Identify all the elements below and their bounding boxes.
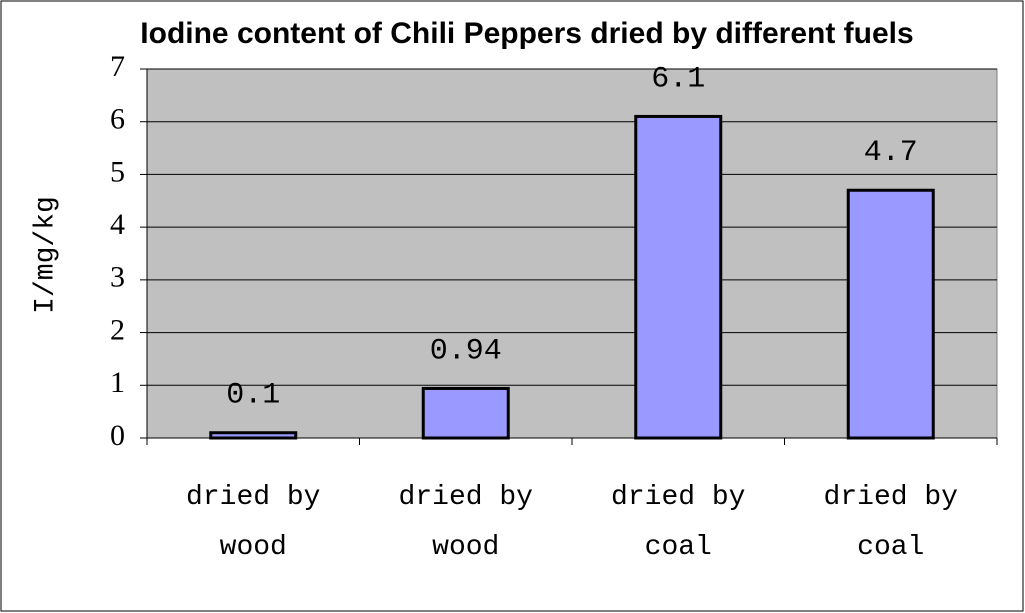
bar: [209, 431, 298, 440]
x-tick-label: dried by coal: [611, 482, 746, 563]
y-tick-label: 4: [110, 208, 125, 241]
chart-title: Iodine content of Chili Peppers dried by…: [140, 17, 913, 50]
data-label: 0.94: [430, 334, 502, 368]
x-tick-label: dried by wood: [398, 482, 533, 563]
y-tick-label: 7: [110, 50, 125, 83]
x-tick-label: dried by wood: [186, 482, 321, 563]
y-tick-label: 0: [110, 419, 125, 452]
bar: [634, 114, 723, 440]
y-tick-label: 5: [110, 155, 125, 188]
y-tick-label: 1: [110, 366, 125, 399]
x-tick-label: dried by coal: [823, 482, 958, 563]
data-label: 4.7: [864, 136, 918, 170]
y-tick-label: 2: [110, 313, 125, 346]
y-axis-label: I/mg/kg: [30, 196, 61, 314]
y-tick-label: 6: [110, 103, 125, 136]
y-tick-label: 3: [110, 261, 125, 294]
data-label: 0.1: [226, 379, 280, 413]
bar: [846, 188, 935, 440]
bar: [421, 386, 510, 440]
data-label: 6.1: [651, 62, 705, 96]
